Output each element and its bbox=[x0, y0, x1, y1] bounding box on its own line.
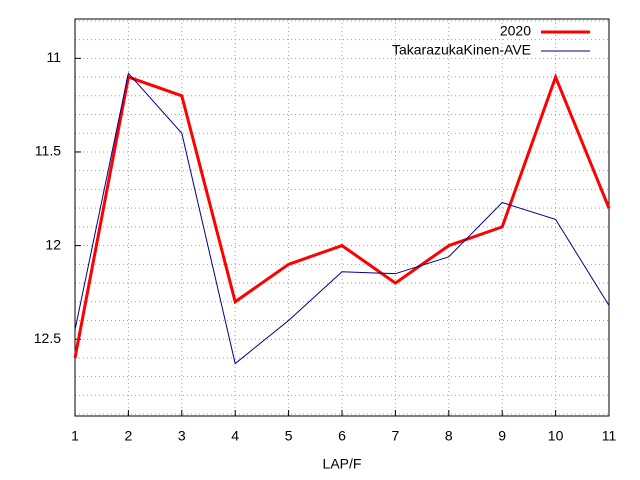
legend-label: TakarazukaKinen-AVE bbox=[392, 42, 531, 58]
x-tick-label: 7 bbox=[392, 428, 400, 444]
x-tick-label: 6 bbox=[338, 428, 346, 444]
x-tick-label: 3 bbox=[178, 428, 186, 444]
y-tick-label: 12.5 bbox=[34, 330, 61, 346]
series-line bbox=[74, 72, 610, 365]
x-tick-label: 8 bbox=[445, 428, 453, 444]
x-tick-label: 11 bbox=[602, 428, 617, 444]
x-tick-label: 2 bbox=[125, 428, 133, 444]
x-tick-label: 5 bbox=[285, 428, 293, 444]
y-tick-label: 11 bbox=[46, 49, 61, 65]
x-tick-label: 10 bbox=[548, 428, 564, 444]
y-tick-label: 11.5 bbox=[35, 143, 61, 159]
x-tick-label: 4 bbox=[231, 428, 239, 444]
legend-label: 2020 bbox=[500, 23, 531, 39]
x-tick-label: 9 bbox=[498, 428, 506, 444]
series-line bbox=[73, 72, 611, 359]
plot-frame bbox=[74, 18, 610, 417]
y-tick-label: 12 bbox=[45, 236, 61, 252]
x-axis-label: LAP/F bbox=[323, 456, 362, 472]
x-tick-label: 1 bbox=[71, 428, 79, 444]
